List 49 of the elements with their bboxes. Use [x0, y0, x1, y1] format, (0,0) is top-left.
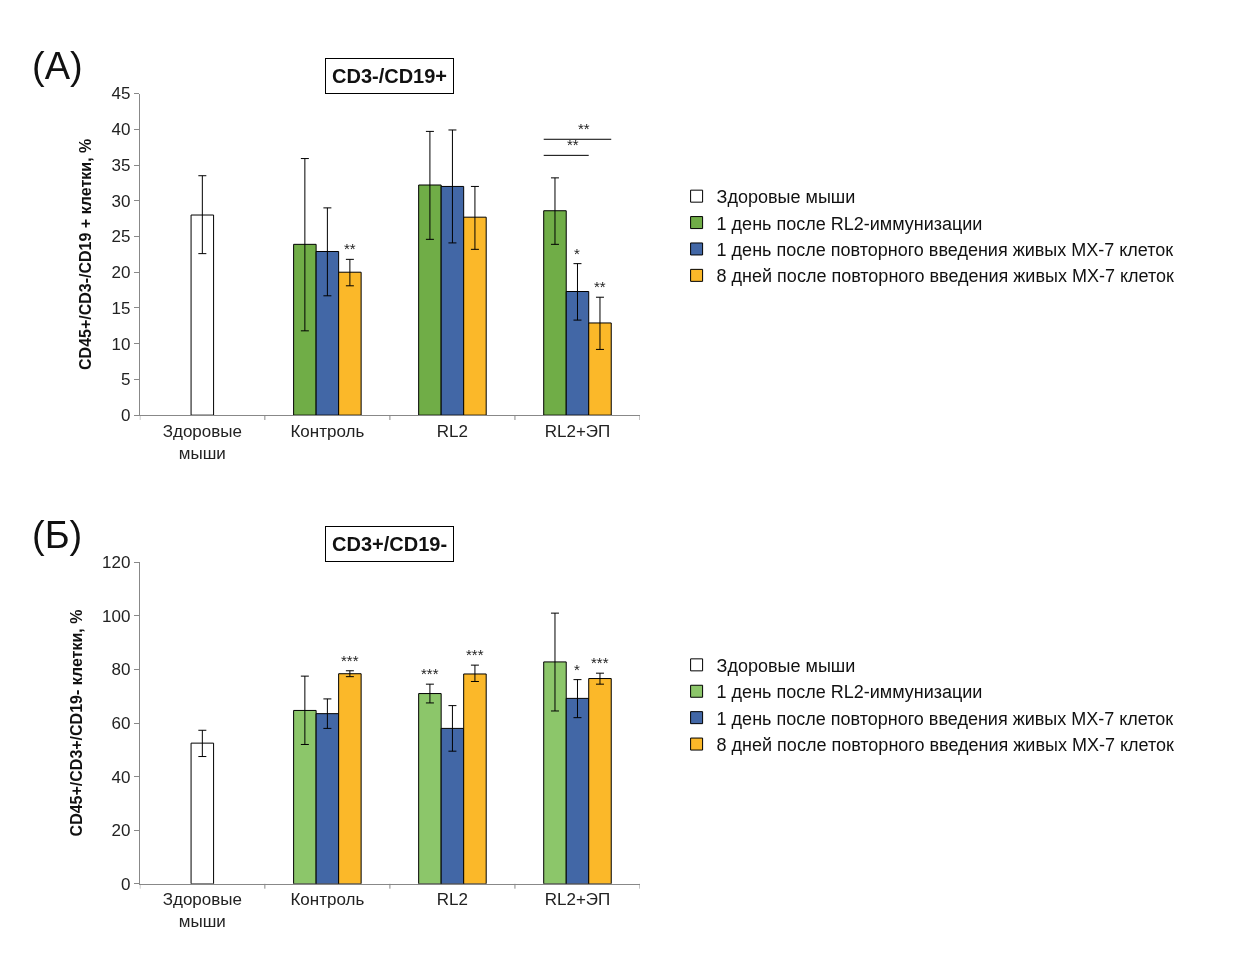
legend-label: Здоровые мыши — [716, 187, 856, 208]
data-label: * — [574, 661, 580, 678]
data-label: *** — [341, 652, 359, 669]
y-tick-label: 45 — [111, 84, 131, 104]
y-tick-label: 60 — [111, 713, 131, 733]
x-tick-label: RL2 — [436, 421, 469, 441]
data-label: *** — [591, 654, 609, 671]
legend-label: Здоровые мыши — [716, 655, 856, 676]
x-tick-label: RL2 — [436, 890, 469, 910]
text: (A) — [32, 45, 83, 87]
legend-label: 1 день после повторного введения живых MX-7 клеток — [716, 239, 1174, 260]
x-tick-label: RL2+ЭП — [544, 890, 611, 910]
legend-label: 8 дней после повторного введения живых MX-7 клеток — [716, 266, 1174, 287]
legend-label: 1 день после RL2-иммунизации — [716, 682, 983, 703]
y-tick-label: 5 — [120, 370, 131, 390]
x-tick-label: Здоровые мыши — [162, 421, 242, 463]
legend-label: 1 день после повторного введения живых MX-7 клеток — [716, 708, 1174, 729]
chart-title: CD3+/CD19- — [332, 533, 448, 555]
data-label: ** — [344, 240, 356, 257]
y-tick-label: 40 — [111, 767, 131, 787]
y-tick-label: 10 — [111, 334, 131, 354]
x-tick-label: Здоровые мыши — [162, 890, 242, 932]
y-tick-label: 0 — [120, 874, 131, 894]
y-tick-label: 100 — [102, 606, 131, 626]
y-tick-label: 15 — [111, 298, 131, 318]
chart-title: CD3-/CD19+ — [332, 65, 448, 87]
y-tick-label: 120 — [102, 553, 131, 573]
y-axis-title: CD45+/CD3-/CD19 + клетки, % — [77, 138, 95, 370]
text: (Б) — [32, 514, 83, 556]
y-tick-label: 20 — [111, 821, 131, 841]
y-tick-label: 30 — [111, 191, 131, 211]
x-tick-label: Контроль — [290, 890, 365, 910]
y-tick-label: 35 — [111, 155, 131, 175]
legend-label: 1 день после RL2-иммунизации — [716, 213, 983, 234]
y-tick-label: 40 — [111, 120, 131, 140]
x-tick-label: RL2+ЭП — [544, 421, 611, 441]
legend-label: 8 дней после повторного введения живых MX-7 клеток — [716, 735, 1174, 756]
y-tick-label: 80 — [111, 660, 131, 680]
data-label: * — [574, 245, 580, 262]
x-tick-label: Контроль — [290, 421, 365, 441]
y-tick-label: 20 — [111, 263, 131, 283]
y-tick-label: 0 — [120, 406, 131, 426]
data-label: *** — [466, 646, 484, 663]
data-label: *** — [421, 665, 439, 682]
y-axis-title: CD45+/CD3+/CD19- клетки, % — [67, 609, 85, 837]
annotation: ** — [578, 120, 590, 137]
data-label: ** — [594, 278, 606, 295]
annotation: ** — [567, 136, 579, 153]
y-tick-label: 25 — [111, 227, 131, 247]
